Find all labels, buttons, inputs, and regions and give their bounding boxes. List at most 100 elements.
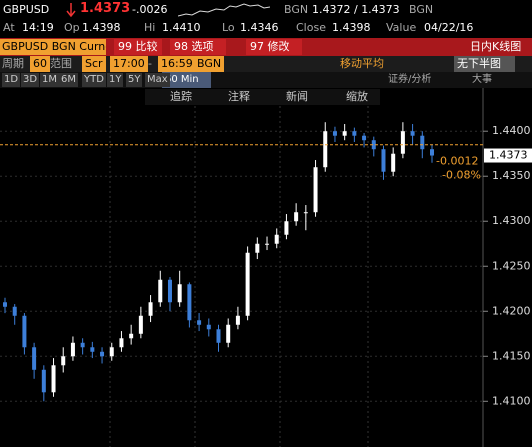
candle-body: [100, 351, 105, 357]
span-button[interactable]: 1Y: [107, 73, 124, 87]
candle-body: [129, 333, 134, 339]
open-label: Op: [64, 21, 80, 34]
news-tool[interactable]: 新闻: [286, 89, 308, 103]
source-input[interactable]: BGN: [194, 56, 225, 72]
span-button[interactable]: 1D: [2, 73, 21, 87]
span-button[interactable]: 6M: [59, 73, 78, 87]
value-label: Value: [386, 21, 417, 34]
ask-source: BGN: [409, 3, 434, 16]
range-dash: -: [148, 57, 152, 70]
candle-body: [109, 347, 114, 357]
span-button[interactable]: Max: [145, 73, 170, 87]
edit-button[interactable]: 97 修改: [246, 39, 302, 55]
track-tool[interactable]: 追踪: [170, 89, 192, 103]
candle-body: [158, 279, 163, 303]
candle-body: [51, 365, 56, 393]
net-change: -.0026: [132, 3, 168, 16]
candle-body: [430, 149, 434, 156]
bid-source: BGN: [284, 3, 309, 16]
last-price: 1.4373: [80, 1, 131, 16]
y-tick-label: 1.4100: [492, 394, 531, 407]
y-tick-label: 1.4350: [492, 169, 531, 182]
candle-body: [22, 315, 27, 348]
lower-chart[interactable]: 无下半图: [454, 56, 515, 72]
range-input[interactable]: Scr: [82, 56, 106, 72]
span-button[interactable]: 5Y: [126, 73, 143, 87]
zoom-tool[interactable]: 缩放: [346, 89, 368, 103]
value-date: 04/22/16: [424, 21, 474, 34]
candle-body: [148, 302, 153, 316]
y-tick-label: 1.4250: [492, 259, 531, 272]
y-tick-label: 1.4300: [492, 214, 531, 227]
close-label: Close: [296, 21, 326, 34]
quote-row: GBPUSD 1.4373 -.0026 BGN 1.4372 / 1.4373…: [0, 0, 532, 20]
change-pct-label: -0.08%: [442, 169, 481, 182]
at-time: 14:19: [22, 21, 54, 34]
span-button[interactable]: 3D: [21, 73, 40, 87]
chart-tools: [145, 89, 380, 105]
bid-ask: 1.4372 / 1.4373: [312, 3, 400, 16]
candle-body: [294, 212, 299, 222]
candle-body: [284, 221, 289, 235]
candle-body: [70, 342, 75, 357]
compare-button[interactable]: 99 比较: [114, 39, 162, 55]
start-input[interactable]: 17:00: [110, 56, 148, 72]
change-label: -0.0012: [436, 155, 478, 168]
candle-body: [3, 302, 7, 307]
events-button[interactable]: 大事: [472, 74, 492, 85]
interval-select[interactable]: 60 Min: [162, 72, 211, 88]
candle-body: [274, 234, 279, 244]
candle-body: [61, 356, 66, 366]
annotate-tool[interactable]: 注释: [228, 89, 250, 103]
ticker: GBPUSD: [3, 3, 50, 16]
candle-body: [352, 131, 357, 136]
last-price-box: [484, 148, 532, 163]
candle-body: [255, 243, 260, 253]
candle-body: [391, 153, 396, 172]
candle-body: [400, 131, 405, 154]
view-title: 日内K线图: [470, 40, 522, 53]
at-label: At: [3, 21, 15, 34]
candle-body: [80, 342, 85, 348]
sparkline: [178, 3, 270, 17]
candle-body: [323, 131, 328, 168]
candle-body: [362, 135, 367, 141]
high-value: 1.4410: [162, 21, 201, 34]
candle-body: [167, 279, 172, 303]
candle-body: [138, 315, 143, 334]
span-button[interactable]: YTD: [82, 73, 106, 87]
candle-body: [197, 320, 202, 325]
candle-body: [226, 324, 231, 343]
y-tick-label: 1.4150: [492, 349, 531, 362]
candle-body: [303, 212, 308, 214]
candle-body: [371, 140, 376, 150]
end-input[interactable]: 16:59: [158, 56, 196, 72]
options-button[interactable]: 98 选项: [170, 39, 226, 55]
close-value: 1.4398: [332, 21, 371, 34]
candle-body: [313, 167, 318, 213]
candle-body: [332, 131, 337, 136]
candle-body: [32, 347, 37, 370]
stats-row: At 14:19 Op 1.4398 Hi 1.4410 Lo 1.4346 C…: [0, 20, 532, 38]
security-input[interactable]: GBPUSD BGN Curncy: [0, 39, 106, 55]
candle-body: [90, 347, 95, 352]
candle-body: [187, 284, 192, 321]
period-input[interactable]: 60: [30, 56, 50, 72]
y-tick-label: 1.4400: [492, 124, 531, 137]
range-label: 范围: [50, 57, 72, 70]
analysis-button[interactable]: 证券/分析: [388, 74, 432, 85]
moving-average[interactable]: 移动平均: [340, 57, 384, 70]
candle-body: [420, 135, 425, 150]
candle-body: [206, 324, 211, 330]
candle-body: [216, 329, 221, 343]
settings-row: 周期 60 范围 Scr 17:00 - 16:59 BGN 移动平均 无下半图: [0, 56, 532, 72]
candle-body: [235, 315, 240, 325]
span-row: 60 Min 证券/分析 大事 1D 3D 1M 6M YTD 1Y 5Y Max: [0, 72, 532, 88]
candle-body: [41, 369, 46, 393]
candle-body: [245, 252, 250, 316]
open-value: 1.4398: [82, 21, 121, 34]
span-button[interactable]: 1M: [40, 73, 59, 87]
low-label: Lo: [222, 21, 235, 34]
candle-body: [12, 306, 17, 316]
